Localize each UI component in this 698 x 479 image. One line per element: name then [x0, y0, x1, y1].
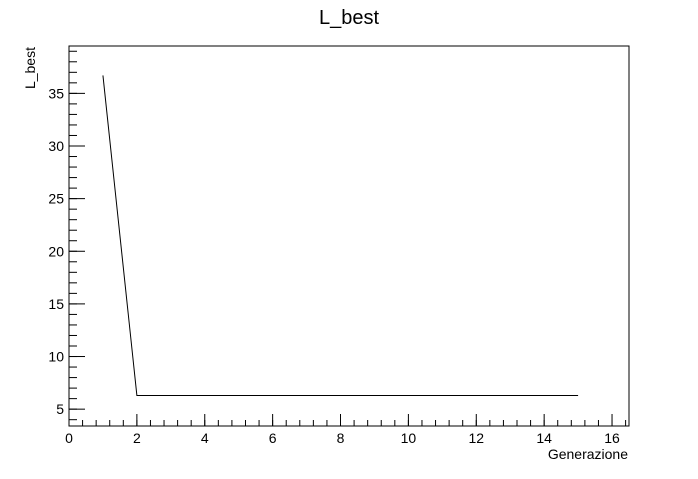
x-tick-label: 12: [468, 430, 484, 446]
y-tick-label: 25: [48, 191, 64, 207]
x-tick-label: 14: [536, 430, 552, 446]
x-axis-label: Generazione: [548, 446, 628, 462]
x-tick-label: 16: [604, 430, 620, 446]
y-tick-label: 15: [48, 296, 64, 312]
x-tick-label: 2: [133, 430, 141, 446]
plot-frame: [68, 45, 630, 427]
y-tick-label: 35: [48, 85, 64, 101]
y-tick-label: 10: [48, 349, 64, 365]
series-line: [102, 75, 579, 396]
chart-title: L_best: [319, 7, 379, 29]
y-tick-label: 5: [56, 401, 64, 417]
y-tick-label: 30: [48, 138, 64, 154]
y-axis-label: L_best: [22, 47, 38, 89]
x-tick-label: 6: [269, 430, 277, 446]
x-tick-label: 8: [337, 430, 345, 446]
x-tick-label: 0: [65, 430, 73, 446]
y-tick-label: 20: [48, 243, 64, 259]
x-tick-label: 10: [401, 430, 417, 446]
ticks-layer: 0 2 4 6 8 10 12 14 16 5 10 15 20 25 30 35: [48, 50, 627, 446]
x-tick-label: 4: [201, 430, 209, 446]
series-layer: [102, 75, 579, 396]
